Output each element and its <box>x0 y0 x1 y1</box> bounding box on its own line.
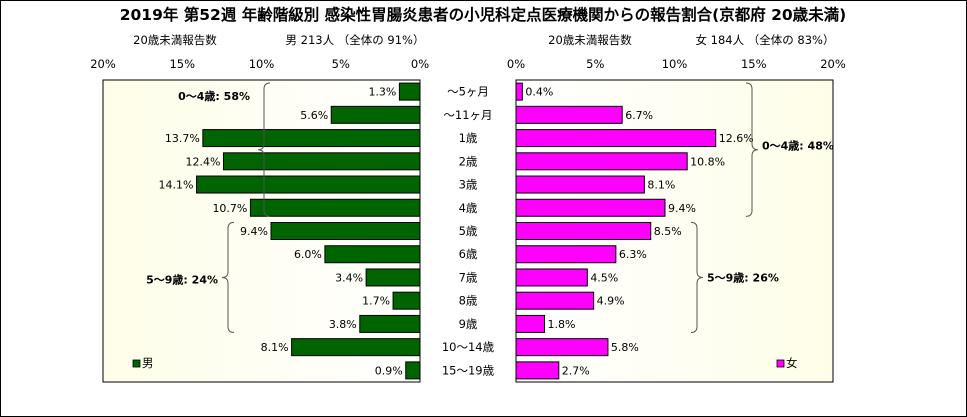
female-header-right: 女 184人 （全体の 83%） <box>696 33 835 47</box>
x-tick-label: 0% <box>411 57 429 71</box>
x-tick-label: 5% <box>332 57 350 71</box>
bar-value-label: 6.3% <box>619 248 647 261</box>
age-category-label: ～5ヶ月 <box>447 85 489 99</box>
age-category-label: 5歳 <box>459 224 478 238</box>
female-bar <box>515 198 666 217</box>
bar-value-label: 8.1% <box>261 341 289 354</box>
male-bar <box>270 222 421 240</box>
male-bar <box>222 152 421 171</box>
bar-value-label: 6.7% <box>625 109 653 122</box>
male-legend-swatch <box>132 359 141 368</box>
group-total-label: 5～9歳: 24% <box>146 272 218 286</box>
male-bar <box>330 105 421 124</box>
female-bar <box>515 105 623 124</box>
male-bar <box>196 175 421 194</box>
female-bar <box>515 222 652 240</box>
bar-value-label: 8.5% <box>654 225 682 238</box>
age-category-label: 10～14歳 <box>442 340 495 354</box>
bar-value-label: 5.6% <box>300 109 328 122</box>
male-bar <box>392 291 421 310</box>
male-bar <box>365 268 421 287</box>
male-bar <box>249 198 421 217</box>
male-panel: 20歳未満報告数 男 213人 （全体の 91%） 0% 5% 10% 15% 20% 1.3… <box>90 33 429 383</box>
bar-value-label: 4.9% <box>597 295 625 308</box>
group-brace <box>221 221 235 334</box>
male-bar <box>291 338 421 357</box>
group-brace <box>745 82 759 217</box>
bar-value-label: 0.4% <box>525 86 553 99</box>
female-bar <box>515 291 595 310</box>
age-category-label: ～11ヶ月 <box>443 108 492 122</box>
male-header-right: 男 213人 （全体の 91%） <box>286 33 425 47</box>
bar-value-label: 2.7% <box>562 364 590 377</box>
female-bar <box>515 338 609 357</box>
x-tick-label: 20% <box>820 57 846 71</box>
female-bar <box>515 175 645 194</box>
group-total-label: 0～4歳: 48% <box>762 139 834 153</box>
bar-value-label: 3.8% <box>329 318 357 331</box>
female-bar <box>515 129 717 148</box>
bar-value-label: 9.4% <box>668 202 696 215</box>
female-header-left: 20歳未満報告数 <box>548 33 632 47</box>
x-tick-label: 0% <box>507 57 525 71</box>
age-category-label: 4歳 <box>459 201 478 215</box>
x-tick-label: 15% <box>741 57 767 71</box>
group-total-label: 5～9歳: 26% <box>707 270 779 284</box>
bar-value-label: 1.7% <box>362 295 390 308</box>
female-legend-swatch <box>776 359 785 368</box>
age-category-label: 15～19歳 <box>442 363 495 377</box>
bar-value-label: 10.8% <box>690 155 725 168</box>
male-bar <box>359 314 421 333</box>
bar-value-label: 10.7% <box>212 202 247 215</box>
female-bar <box>515 82 523 101</box>
female-bar <box>515 268 588 287</box>
bar-value-label: 6.0% <box>294 248 322 261</box>
female-bar <box>515 152 688 171</box>
male-bar <box>398 82 421 101</box>
male-legend-label: 男 <box>142 356 154 370</box>
bar-value-label: 5.8% <box>611 341 639 354</box>
bar-value-label: 4.5% <box>590 271 618 284</box>
bar-value-label: 9.4% <box>240 225 268 238</box>
bar-value-label: 13.7% <box>165 132 200 145</box>
x-tick-label: 15% <box>169 57 195 71</box>
male-bar <box>324 245 421 264</box>
x-tick-label: 5% <box>586 57 604 71</box>
age-category-label: 2歳 <box>459 154 478 168</box>
x-tick-label: 10% <box>249 57 275 71</box>
female-panel: 20歳未満報告数 女 184人 （全体の 83%） 0% 5% 10% 15% 20% 0.4… <box>507 33 846 383</box>
x-tick-label: 20% <box>90 57 116 71</box>
male-bar <box>405 361 421 380</box>
age-category-label: 8歳 <box>459 294 478 308</box>
male-header-left: 20歳未満報告数 <box>133 33 217 47</box>
female-bar <box>515 245 617 264</box>
male-bar <box>202 129 421 148</box>
female-legend-label: 女 <box>786 356 798 370</box>
bar-value-label: 12.6% <box>719 132 754 145</box>
age-category-label: 9歳 <box>459 317 478 331</box>
x-tick-label: 10% <box>662 57 688 71</box>
bar-value-label: 1.3% <box>368 86 396 99</box>
group-brace <box>690 221 704 334</box>
group-brace <box>257 82 271 217</box>
age-category-label: 6歳 <box>459 247 478 261</box>
bar-value-label: 3.4% <box>335 271 363 284</box>
bar-value-label: 0.9% <box>375 364 403 377</box>
age-category-label: 3歳 <box>459 178 478 192</box>
age-category-label: 7歳 <box>459 270 478 284</box>
female-bar <box>515 314 546 333</box>
bar-value-label: 14.1% <box>159 179 194 192</box>
age-category-labels: ～5ヶ月 ～11ヶ月 1歳 2歳 3歳 4歳 5歳 6歳 7歳 8歳 9歳 10～14歳 15～19歳 <box>442 85 495 378</box>
bar-value-label: 1.8% <box>548 318 576 331</box>
group-total-label: 0～4歳: 58% <box>178 89 250 103</box>
chart-title: 2019年 第52週 年齢階級別 感染性胃腸炎患者の小児科定点医療機関からの報告… <box>120 5 847 24</box>
age-category-label: 1歳 <box>459 131 478 145</box>
bar-value-label: 12.4% <box>186 155 221 168</box>
female-bar <box>515 361 560 380</box>
bar-value-label: 8.1% <box>647 179 675 192</box>
